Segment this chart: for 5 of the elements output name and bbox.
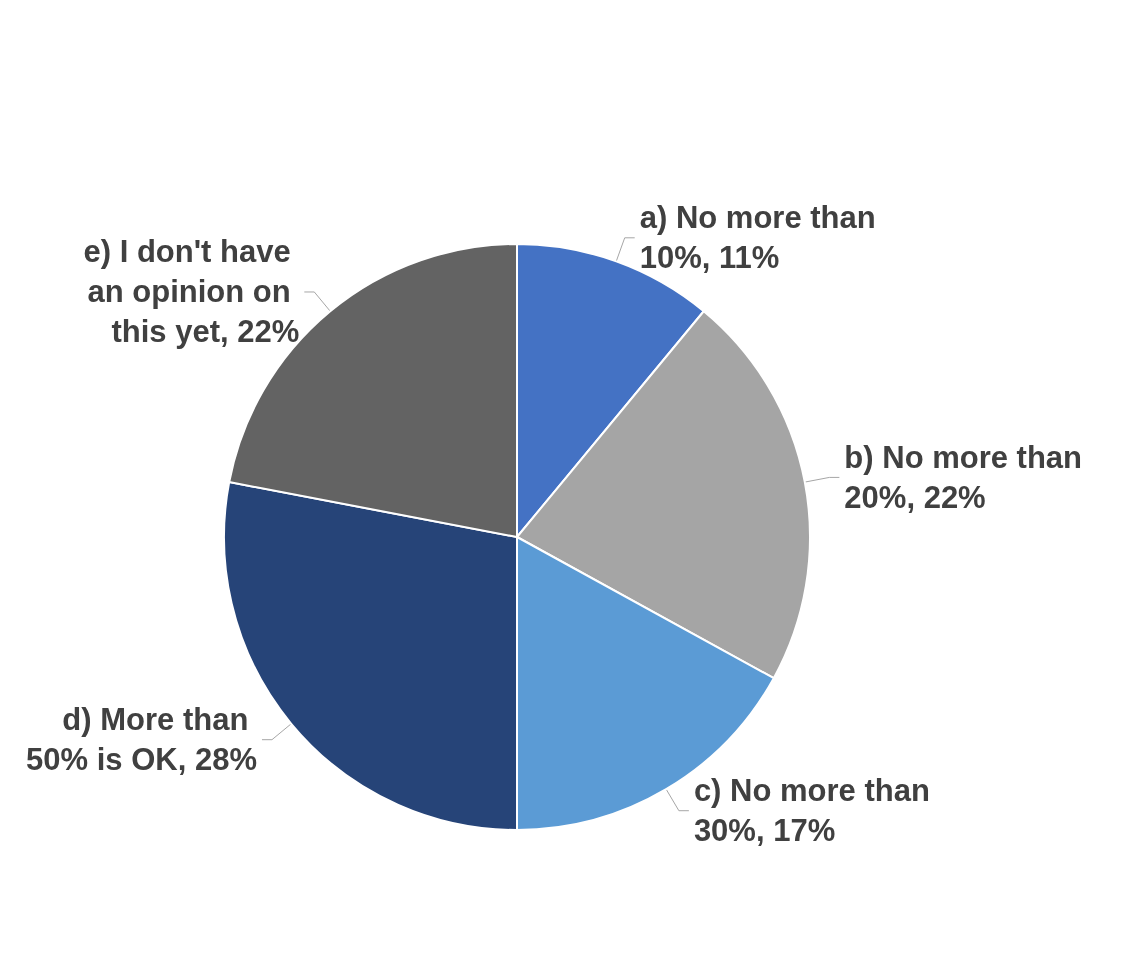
slice-label: c) No more than 30%, 17%: [693, 773, 939, 849]
slice-label: b) No more than 20%, 22%: [844, 439, 1091, 515]
slice-label: a) No more than 10%, 11%: [639, 200, 885, 276]
slice-label: e) I don't have an opinion on this yet, 22%: [83, 234, 300, 350]
slice-label: d) More than 50% is OK, 28%: [26, 702, 257, 778]
